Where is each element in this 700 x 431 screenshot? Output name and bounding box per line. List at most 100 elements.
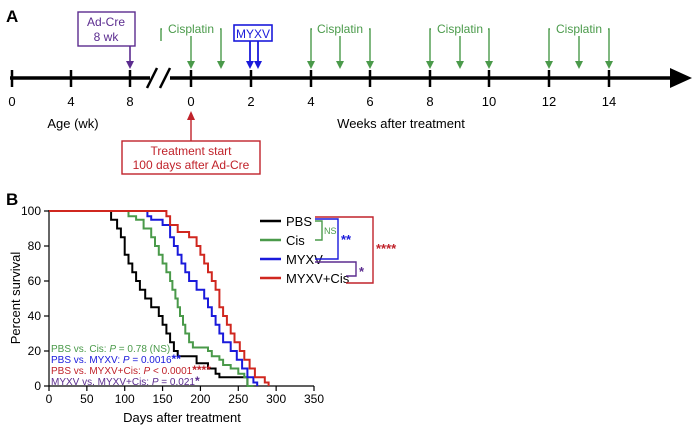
cisplatin-label-bg <box>431 22 488 36</box>
cisplatin-arrowhead <box>217 61 225 69</box>
series-line-myxv <box>49 210 259 386</box>
myxv-arrowhead <box>254 61 262 69</box>
legend-label-cis: Cis <box>286 233 305 248</box>
adcre-arrowhead <box>126 61 134 69</box>
stat-pre: PBS vs. MYXV+Cis: <box>51 366 144 377</box>
cisplatin-arrowhead <box>545 61 553 69</box>
p-value-annotations: PBS vs. Cis: P = 0.78 (NS) PBS vs. MYXV:… <box>51 344 211 388</box>
legend-label-myxv: MYXV <box>286 252 323 267</box>
panel-b-letter: B <box>6 190 18 209</box>
adcre-marker: Ad-Cre 8 wk <box>77 11 136 69</box>
cisplatin-bracket-4: Cisplatin <box>545 22 613 69</box>
stat-p: P <box>144 366 151 377</box>
stat-stars: ** <box>172 352 182 366</box>
x-tick-label: 150 <box>153 392 173 406</box>
treatment-label: Treatment start <box>151 144 233 158</box>
stat-post: = 0.0016 <box>130 355 172 366</box>
survival-chart: Percent survival Days after treatment 0 2… <box>8 204 324 425</box>
bracket-pbs-myxvcis <box>315 216 374 284</box>
panel-b: B Percent survival Days after treatment … <box>6 190 397 425</box>
week-tick-label: 6 <box>366 94 373 109</box>
cisplatin-arrowhead <box>426 61 434 69</box>
week-tick-label: 4 <box>307 94 314 109</box>
y-tick-label: 80 <box>28 239 42 253</box>
week-tick-label: 12 <box>542 94 556 109</box>
cisplatin-label: Cisplatin <box>556 22 602 36</box>
cisplatin-arrowhead <box>575 61 583 69</box>
treatment-arrowhead <box>187 111 195 120</box>
treatment-box <box>121 140 261 175</box>
y-ticks: 0 20 40 60 80 100 <box>21 204 49 393</box>
week-ticks: 0 2 4 6 8 10 12 14 <box>187 70 616 109</box>
cisplatin-arrowhead <box>485 61 493 69</box>
x-tick-label: 100 <box>115 392 135 406</box>
axis-break-mark-1 <box>145 67 159 89</box>
axis-break-mark-2 <box>158 67 172 89</box>
week-tick-label: 0 <box>187 94 194 109</box>
stat-post: < 0.0001 <box>150 366 192 377</box>
timeline-arrowhead <box>670 68 692 88</box>
stat-pre: MYXV vs. MYXV+Cis: <box>51 377 152 388</box>
cisplatin-bracket-3: Cisplatin <box>426 22 493 69</box>
stat-p: P <box>152 377 159 388</box>
y-tick-label: 20 <box>28 344 42 358</box>
y-axis-label: Percent survival <box>8 252 23 345</box>
x-ticks: 0 50 100 150 200 250 300 350 <box>46 386 324 406</box>
stat-stars: * <box>195 374 200 388</box>
age-axis-label: Age (wk) <box>47 116 98 131</box>
bracket-pbs-cis-label: NS <box>324 226 337 236</box>
x-tick-label: 300 <box>266 392 286 406</box>
series-line-myxv-cis <box>49 210 270 386</box>
week-tick-label: 2 <box>247 94 254 109</box>
x-tick-label: 200 <box>190 392 210 406</box>
cisplatin-label: Cisplatin <box>168 22 214 36</box>
cisplatin-arrowhead <box>336 61 344 69</box>
series-line-pbs <box>49 210 252 387</box>
stat-line: PBS vs. MYXV: P = 0.0016** <box>51 352 181 366</box>
stat-p: P <box>123 355 130 366</box>
series-line-cis <box>49 210 254 387</box>
legend-label-myxv-cis: MYXV+Cis <box>286 271 350 286</box>
stat-stars: **** <box>192 363 211 377</box>
cisplatin-arrowhead <box>307 61 315 69</box>
cisplatin-arrowhead <box>456 61 464 69</box>
y-tick-label: 40 <box>28 309 42 323</box>
bracket-myxv-myxvcis-label: * <box>359 264 365 279</box>
cisplatin-arrowhead <box>366 61 374 69</box>
weeks-axis-label: Weeks after treatment <box>337 116 465 131</box>
stat-post: = 0.021 <box>159 377 196 388</box>
x-tick-label: 0 <box>46 392 53 406</box>
stat-pre: PBS vs. MYXV: <box>51 355 123 366</box>
myxv-marker: MYXV <box>233 24 273 69</box>
bracket-pbs-myxvcis-label: **** <box>376 241 397 256</box>
week-tick-label: 10 <box>482 94 496 109</box>
y-tick-label: 0 <box>34 379 41 393</box>
cisplatin-label-bg <box>162 22 220 36</box>
cisplatin-arrowhead <box>187 61 195 69</box>
x-tick-label: 350 <box>304 392 324 406</box>
cisplatin-label-bg <box>550 22 608 36</box>
cisplatin-arrowhead <box>605 61 613 69</box>
x-tick-label: 50 <box>80 392 94 406</box>
stat-line: PBS vs. MYXV+Cis: P < 0.0001**** <box>51 363 211 377</box>
y-tick-label: 60 <box>28 274 42 288</box>
adcre-age: 8 wk <box>94 30 120 44</box>
comparison-brackets: NS ** **** * <box>315 216 397 284</box>
cisplatin-bracket-2: Cisplatin <box>307 22 374 69</box>
week-tick-label: 8 <box>426 94 433 109</box>
cisplatin-label: Cisplatin <box>437 22 483 36</box>
stat-post: = 0.78 (NS) <box>116 344 170 355</box>
age-tick-label: 4 <box>67 94 74 109</box>
cisplatin-label-bg <box>312 22 369 36</box>
myxv-label: MYXV <box>236 27 270 41</box>
x-tick-label: 250 <box>228 392 248 406</box>
age-tick-label: 0 <box>8 94 15 109</box>
bracket-pbs-myxv-label: ** <box>341 232 352 247</box>
panel-a-letter: A <box>6 7 18 26</box>
stat-line: MYXV vs. MYXV+Cis: P = 0.021* <box>51 374 200 388</box>
age-ticks: 0 4 8 <box>8 70 134 109</box>
treatment-start-marker: Treatment start 100 days after Ad-Cre <box>121 111 261 175</box>
adcre-label: Ad-Cre <box>87 15 125 29</box>
myxv-arrowhead <box>246 61 254 69</box>
